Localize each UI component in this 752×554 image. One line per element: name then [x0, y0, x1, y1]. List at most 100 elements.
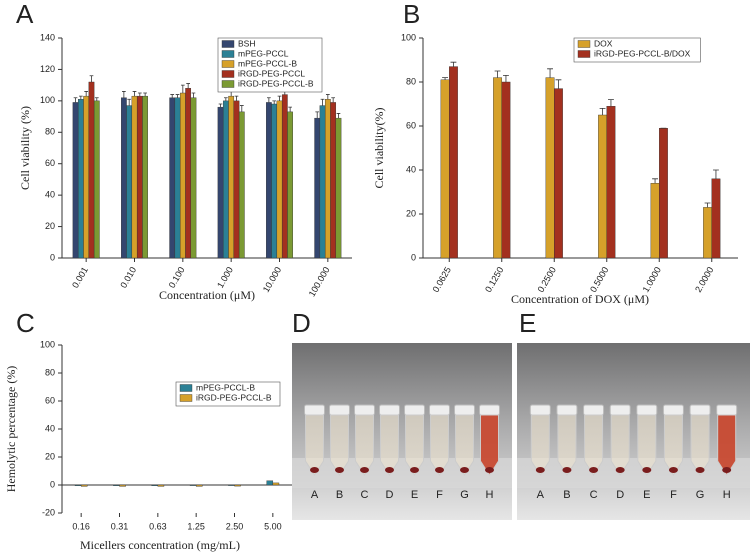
bar: [281, 94, 288, 259]
y-tick-label: 40: [406, 164, 416, 174]
tube-cap: [529, 404, 551, 416]
error-bar: [122, 91, 126, 98]
tube-rack: [517, 458, 750, 488]
legend-swatch: [221, 60, 235, 68]
tube-label: D: [616, 489, 624, 501]
tube-label: F: [436, 489, 443, 501]
bar: [330, 102, 337, 259]
x-tick-label: 0.100: [167, 265, 187, 290]
pellet: [485, 467, 494, 473]
bar: [659, 127, 668, 259]
tube: [405, 414, 424, 476]
tube-cap: [662, 404, 684, 416]
legend-swatch: [221, 80, 235, 88]
tube-label: H: [486, 489, 494, 501]
bar: [228, 95, 235, 259]
bar: [121, 97, 127, 259]
legend-swatch: [179, 394, 193, 402]
legend-label: DOX: [594, 38, 613, 48]
error-bar: [652, 178, 658, 184]
tube-cap: [583, 404, 605, 416]
bar: [276, 100, 283, 259]
pellet: [722, 467, 732, 473]
bar: [606, 105, 616, 259]
error-bar: [336, 113, 341, 119]
tube-label: A: [311, 489, 319, 501]
tube-cap: [379, 404, 400, 416]
tube-label: H: [723, 489, 731, 501]
tube: [637, 414, 657, 476]
error-bar: [143, 92, 147, 97]
bar: [217, 106, 224, 259]
bar: [650, 182, 660, 259]
photo: [292, 343, 512, 520]
pellet: [615, 467, 625, 473]
tube: [584, 414, 604, 476]
bar: [142, 95, 148, 259]
legend-label: iRGD-PEG-PCCL-B: [238, 78, 314, 88]
bar: [703, 207, 712, 259]
x-axis-label: Concentration (μM): [159, 288, 255, 302]
tube: [663, 414, 683, 476]
tube-label: C: [590, 489, 598, 501]
tube-rack: [292, 458, 512, 488]
bar: [136, 95, 143, 259]
error-bar: [137, 92, 142, 97]
pellet: [335, 467, 344, 473]
legend-swatch: [179, 384, 193, 392]
error-bar: [547, 68, 553, 78]
bar: [272, 482, 280, 486]
tube: [480, 414, 499, 476]
error-bar: [175, 94, 180, 98]
bar: [324, 99, 331, 259]
x-tick-label: 1.0000: [641, 265, 663, 294]
bar: [93, 100, 100, 259]
tube-label: G: [696, 489, 705, 501]
bar: [195, 484, 203, 487]
pellet: [310, 467, 319, 473]
y-tick-label: 120: [40, 64, 55, 74]
y-tick-label: 0: [50, 252, 55, 262]
error-bar: [315, 111, 320, 119]
tube-cap: [689, 404, 711, 416]
y-tick-label: 100: [40, 95, 55, 105]
legend-label: BSH: [238, 38, 255, 48]
error-bar: [234, 95, 239, 101]
tube: [530, 414, 550, 476]
pellet: [695, 467, 705, 473]
error-bar: [320, 98, 325, 106]
y-tick-label: 40: [45, 190, 55, 200]
tube: [690, 414, 710, 476]
bar: [228, 484, 235, 486]
x-tick-label: 0.63: [149, 521, 167, 531]
y-tick-label: -20: [42, 507, 55, 517]
x-tick-label: 2.50: [226, 521, 244, 531]
bar: [335, 117, 342, 259]
error-bar: [713, 169, 719, 179]
tube-label: A: [537, 489, 545, 501]
bar: [319, 105, 326, 259]
tube-cap: [304, 404, 325, 416]
y-tick-label: 80: [45, 367, 55, 377]
bar: [501, 81, 511, 259]
bar: [131, 95, 138, 259]
error-bar: [132, 91, 137, 97]
bar: [174, 97, 181, 259]
legend-swatch: [221, 70, 235, 78]
tube-label: G: [460, 489, 469, 501]
y-tick-label: 20: [45, 451, 55, 461]
tube: [610, 414, 630, 476]
legend-box: [175, 381, 281, 407]
x-tick-label: 1.000: [215, 265, 235, 290]
tube: [717, 414, 737, 476]
x-tick-label: 5.00: [264, 521, 282, 531]
pellet: [435, 467, 444, 473]
error-bar: [442, 77, 448, 80]
bar: [287, 111, 293, 259]
pellet: [589, 467, 599, 473]
x-tick-label: 0.010: [118, 265, 138, 290]
y-axis-label: Cell viability(%): [372, 108, 386, 189]
y-tick-label: 100: [401, 32, 416, 42]
tube: [380, 414, 399, 476]
bar: [711, 178, 721, 259]
